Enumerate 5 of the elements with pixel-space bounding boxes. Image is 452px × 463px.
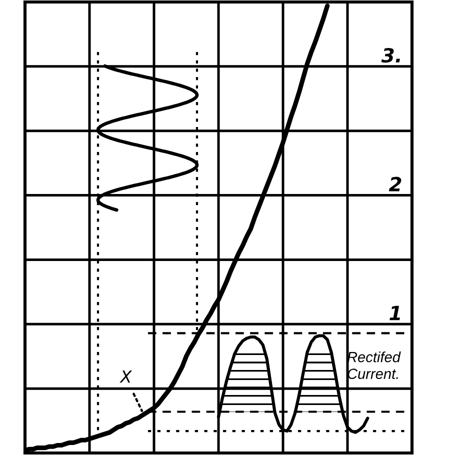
y-tick-label: 1 — [390, 306, 400, 320]
y-tick-label: 2 — [388, 176, 402, 192]
y-tick-label: 3. — [381, 48, 400, 63]
annotation: X — [120, 370, 132, 383]
series-label: Rectifed Current. — [347, 352, 401, 379]
